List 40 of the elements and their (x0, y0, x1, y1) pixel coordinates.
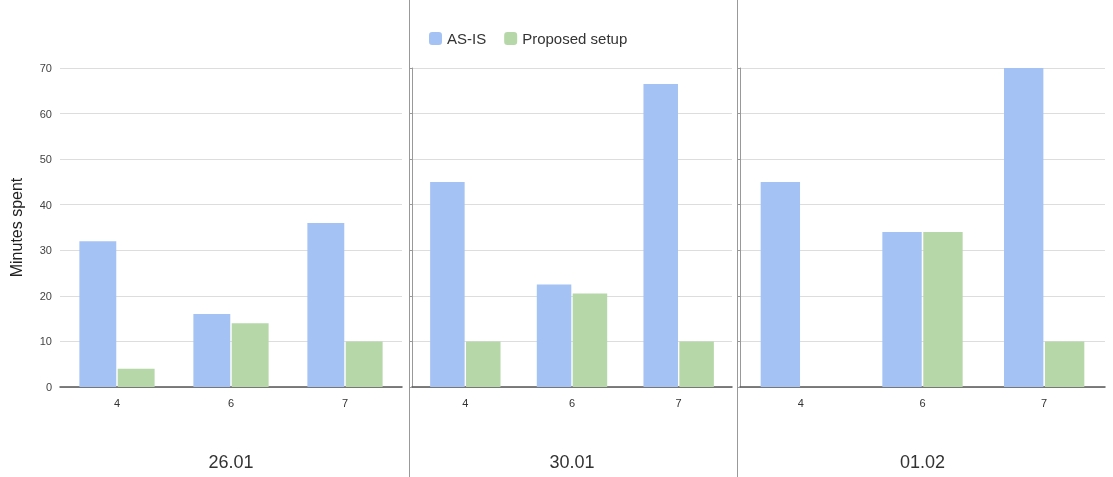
x-tick-label: 4 (797, 396, 804, 409)
bar (1044, 341, 1085, 387)
bar (79, 241, 117, 387)
x-tick-label: 7 (341, 396, 349, 409)
y-tick-label: 60 (39, 107, 52, 120)
x-tick-label: 7 (1041, 396, 1048, 409)
bar (679, 341, 714, 387)
y-tick-label: 40 (39, 198, 52, 211)
x-axis-title: 30.01 (549, 452, 595, 472)
y-tick-label: 30 (39, 244, 52, 257)
y-tick-label: 50 (39, 153, 52, 166)
legend-label: Proposed setup (522, 30, 628, 47)
bar (466, 341, 501, 387)
y-axis-title: Minutes spent (7, 177, 25, 278)
bar (117, 368, 155, 387)
x-tick-label: 6 (919, 396, 926, 409)
x-tick-label: 6 (568, 396, 576, 409)
bar (572, 293, 608, 387)
bar (307, 222, 345, 387)
y-tick-label: 10 (39, 335, 52, 348)
bar (536, 284, 572, 387)
legend-label: AS-IS (447, 30, 487, 47)
x-tick-label: 6 (227, 396, 235, 409)
x-tick-label: 4 (462, 396, 469, 409)
x-tick-label: 7 (675, 396, 682, 409)
x-axis-title: 01.02 (899, 452, 946, 472)
bar (760, 181, 801, 387)
bar (643, 83, 678, 387)
x-tick-label: 4 (113, 396, 121, 409)
bar (231, 323, 269, 387)
bar (345, 341, 383, 387)
y-tick-label: 0 (45, 381, 52, 393)
y-tick-label: 20 (39, 289, 52, 302)
bar (193, 314, 231, 387)
bar (923, 232, 963, 387)
y-tick-label: 70 (39, 62, 52, 74)
bar (882, 232, 922, 387)
bar (1004, 68, 1044, 387)
bar (430, 181, 465, 387)
x-axis-title: 26.01 (208, 452, 254, 472)
